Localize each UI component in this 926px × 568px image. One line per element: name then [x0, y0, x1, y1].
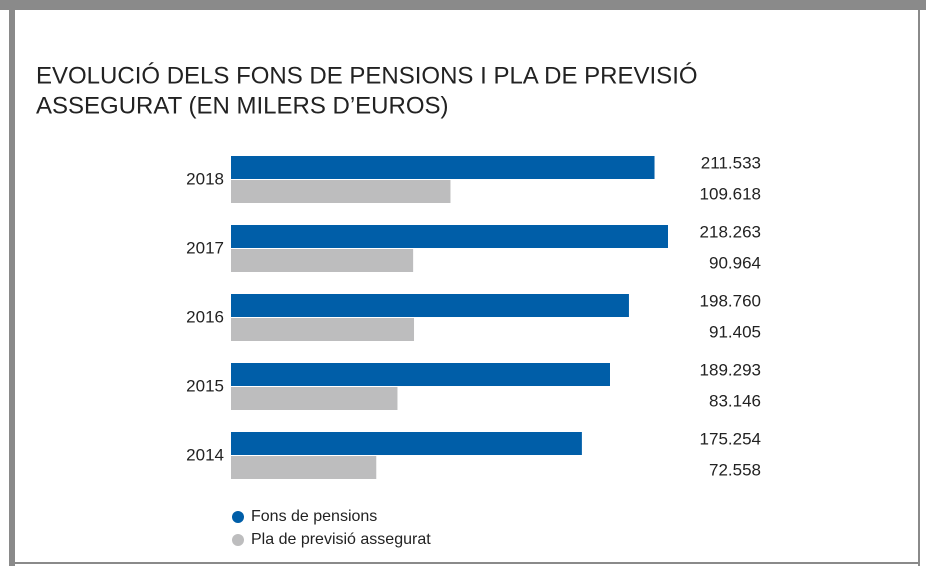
value-label: 83.146 — [709, 391, 761, 410]
bar — [231, 363, 610, 386]
frame-top — [0, 0, 926, 10]
y-tick-label: 2015 — [186, 376, 224, 395]
frame-left — [9, 0, 15, 566]
y-tick-label: 2016 — [186, 307, 224, 326]
value-label: 72.558 — [709, 460, 761, 479]
y-tick-label: 2017 — [186, 238, 224, 257]
bar — [231, 225, 668, 248]
bar — [231, 432, 582, 455]
y-tick-label: 2018 — [186, 169, 224, 188]
frame-bottom — [9, 562, 920, 564]
y-tick-label: 2014 — [186, 445, 224, 464]
bar — [231, 318, 415, 341]
value-label: 175.254 — [700, 429, 761, 448]
legend-swatch — [232, 534, 244, 546]
value-label: 91.405 — [709, 322, 761, 341]
bar — [231, 156, 655, 179]
chart-title: EVOLUCIÓ DELS FONS DE PENSIONS I PLA DE … — [36, 62, 698, 89]
value-label: 90.964 — [709, 253, 761, 272]
bar — [231, 294, 629, 317]
bar — [231, 180, 451, 203]
value-label: 218.263 — [700, 222, 761, 241]
legend-label: Pla de previsió assegurat — [251, 531, 431, 548]
legend-label: Fons de pensions — [251, 508, 377, 525]
bar — [231, 387, 398, 410]
bar — [231, 249, 414, 272]
legend-swatch — [232, 511, 244, 523]
value-label: 211.533 — [701, 153, 761, 172]
value-label: 189.293 — [700, 360, 761, 379]
bar — [231, 456, 377, 479]
frame-right — [918, 0, 920, 566]
chart-title: ASSEGURAT (EN MILERS D’EUROS) — [36, 92, 449, 119]
value-label: 109.618 — [700, 184, 761, 203]
value-label: 198.760 — [700, 291, 761, 310]
